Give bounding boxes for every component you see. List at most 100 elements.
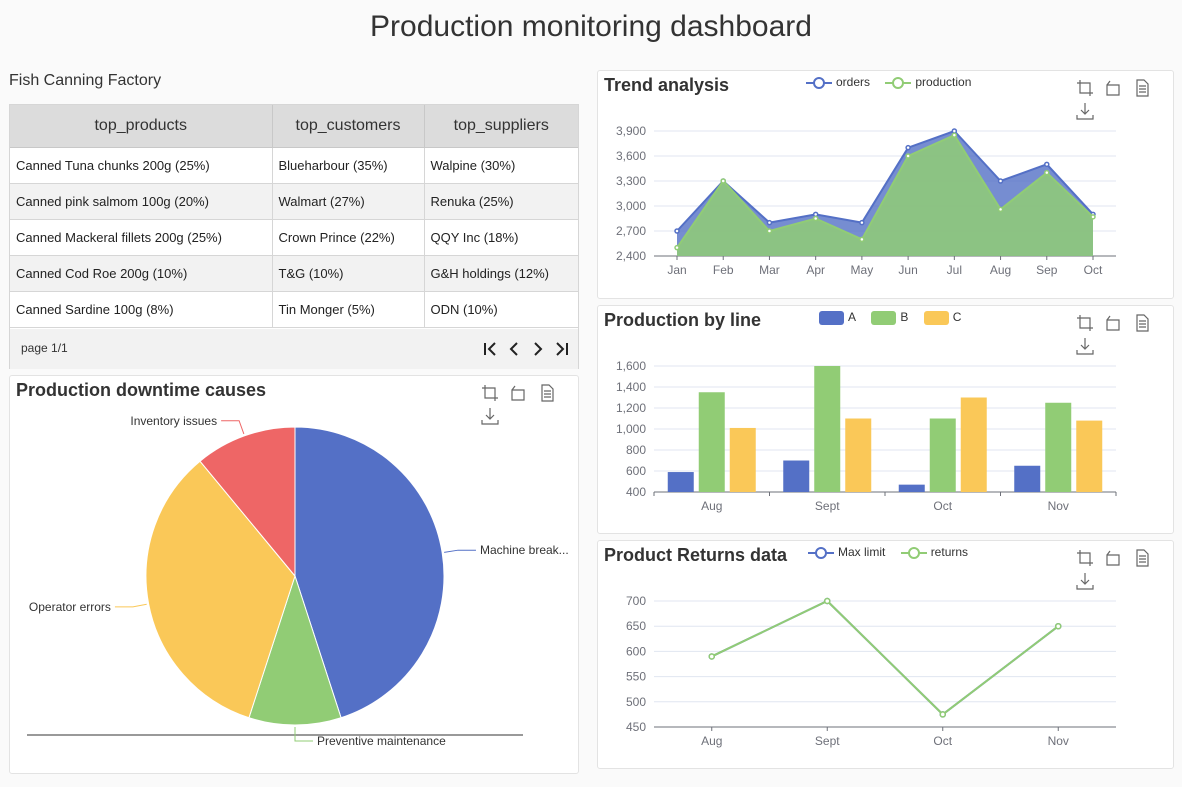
- pie-label-line: [114, 603, 147, 608]
- zoom-icon[interactable]: [1076, 549, 1094, 567]
- y-tick-label: 450: [626, 720, 646, 734]
- legend-label: B: [900, 310, 909, 324]
- y-tick-label: 400: [626, 485, 646, 499]
- x-tick-label: Oct: [933, 734, 952, 748]
- bar-A: [783, 460, 810, 492]
- save-image-icon[interactable]: [481, 407, 499, 425]
- zoom-icon[interactable]: [481, 384, 499, 402]
- x-tick-label: Jun: [898, 263, 917, 277]
- y-tick-label: 1,000: [616, 422, 646, 436]
- data-point: [951, 128, 958, 134]
- data-point: [859, 236, 865, 243]
- legend-max-limit[interactable]: Max limit: [808, 545, 885, 559]
- pie-label-line: [444, 549, 476, 553]
- y-tick-label: 600: [626, 464, 646, 478]
- downtime-panel: Production downtime causes Machine break…: [9, 375, 579, 774]
- y-tick-label: 650: [626, 619, 646, 633]
- page-title: Production monitoring dashboard: [370, 10, 812, 43]
- trend-toolbox: [1070, 79, 1173, 125]
- legend-orders[interactable]: orders: [806, 75, 870, 89]
- table-cell: QQY Inc (18%): [424, 219, 578, 256]
- legend-label: Max limit: [838, 545, 886, 559]
- col-header-top-products[interactable]: top_products: [10, 105, 273, 148]
- col-header-top-customers[interactable]: top_customers: [272, 105, 425, 148]
- pie-slice-operator-errors: [145, 460, 296, 719]
- table-row: Canned Sardine 100g (8%) Tin Monger (5%)…: [10, 291, 578, 328]
- legend-a[interactable]: A: [819, 310, 856, 325]
- page-info: page 1/1: [21, 341, 68, 355]
- zoom-icon[interactable]: [1076, 314, 1094, 332]
- x-tick-label: Aug: [990, 263, 1011, 277]
- table-cell: Canned Mackeral fillets 200g (25%): [10, 219, 273, 256]
- data-point: [824, 597, 831, 605]
- factory-subtitle: Fish Canning Factory: [9, 72, 162, 89]
- data-point: [905, 144, 911, 151]
- previous-page-icon[interactable]: [504, 339, 524, 359]
- x-tick-label: Oct: [1084, 263, 1103, 277]
- data-point: [708, 653, 715, 660]
- restore-icon[interactable]: [1104, 79, 1122, 97]
- legend-production[interactable]: production: [885, 75, 971, 89]
- y-tick-label: 1,200: [616, 401, 646, 415]
- legend-label: production: [915, 75, 972, 89]
- data-point: [997, 206, 1004, 213]
- pie-label-line: [294, 727, 313, 742]
- save-image-icon[interactable]: [1076, 572, 1094, 590]
- production-line-bar-chart: 400 600 800 1,000 1,200 1,400 1,600 Aug Sept Oct N…: [616, 359, 1117, 513]
- x-tick-label: Nov: [1048, 734, 1069, 748]
- legend-label: C: [952, 310, 962, 324]
- table-cell: Canned pink salmom 100g (20%): [10, 183, 273, 220]
- save-image-icon[interactable]: [1076, 337, 1094, 355]
- returns-title: Product Returns data: [604, 545, 788, 565]
- top-lists-table: top_products top_customers top_suppliers…: [9, 104, 579, 369]
- legend-b[interactable]: B: [871, 310, 908, 325]
- zoom-icon[interactable]: [1076, 79, 1094, 97]
- restore-icon[interactable]: [1104, 549, 1122, 567]
- series-line-orders: [676, 129, 1094, 232]
- y-tick-label: 1,400: [616, 380, 646, 394]
- data-point: [1090, 214, 1096, 220]
- legend-returns[interactable]: returns: [900, 545, 968, 559]
- table-row: Canned pink salmom 100g (20%) Walmart (2…: [10, 183, 578, 220]
- series-line-production: [676, 133, 1094, 249]
- table-row: Canned Cod Roe 200g (10%) T&G (10%) G&H …: [10, 255, 578, 292]
- first-page-icon[interactable]: [480, 339, 500, 359]
- table-cell: Walmart (27%): [272, 183, 425, 220]
- data-view-icon[interactable]: [1133, 79, 1151, 97]
- data-view-icon[interactable]: [1133, 549, 1151, 567]
- data-point: [939, 711, 946, 718]
- production-line-title: Production by line: [604, 310, 762, 330]
- returns-panel: Product Returns data Max limit returns 4…: [597, 540, 1174, 769]
- next-page-icon[interactable]: [528, 339, 548, 359]
- table-row: Canned Tuna chunks 200g (25%) Blueharbou…: [10, 147, 578, 184]
- last-page-icon[interactable]: [552, 339, 572, 359]
- data-point: [720, 178, 726, 184]
- y-tick-label: 600: [626, 644, 646, 658]
- x-tick-label: Sept: [815, 734, 840, 748]
- restore-icon[interactable]: [1104, 314, 1122, 332]
- pie-slice-preventive-maintenance: [248, 574, 342, 726]
- save-image-icon[interactable]: [1076, 102, 1094, 120]
- y-tick-label: 700: [626, 594, 646, 608]
- data-point: [812, 215, 819, 222]
- pie-label-line: [221, 420, 245, 435]
- legend-label: A: [848, 310, 857, 324]
- trend-legend: orders production: [806, 75, 983, 89]
- pie-label: Operator errors: [29, 600, 111, 614]
- col-header-top-suppliers[interactable]: top_suppliers: [424, 105, 578, 148]
- y-tick-label: 800: [626, 443, 646, 457]
- bar-C: [1076, 420, 1103, 492]
- table-cell: T&G (10%): [272, 255, 425, 292]
- table-cell: Crown Prince (22%): [272, 219, 425, 256]
- downtime-toolbox: [475, 384, 578, 430]
- table-row: Canned Mackeral fillets 200g (25%) Crown…: [10, 219, 578, 256]
- downtime-title: Production downtime causes: [16, 380, 267, 400]
- y-tick-label: 1,600: [616, 359, 646, 373]
- data-view-icon[interactable]: [538, 384, 556, 402]
- data-view-icon[interactable]: [1133, 314, 1151, 332]
- restore-icon[interactable]: [509, 384, 527, 402]
- legend-c[interactable]: C: [923, 310, 962, 325]
- table-cell: Canned Tuna chunks 200g (25%): [10, 147, 273, 184]
- returns-line-chart: 450 500 550 600 650 700 Aug Sept Oct Nov: [626, 594, 1116, 748]
- table-cell: Renuka (25%): [424, 183, 578, 220]
